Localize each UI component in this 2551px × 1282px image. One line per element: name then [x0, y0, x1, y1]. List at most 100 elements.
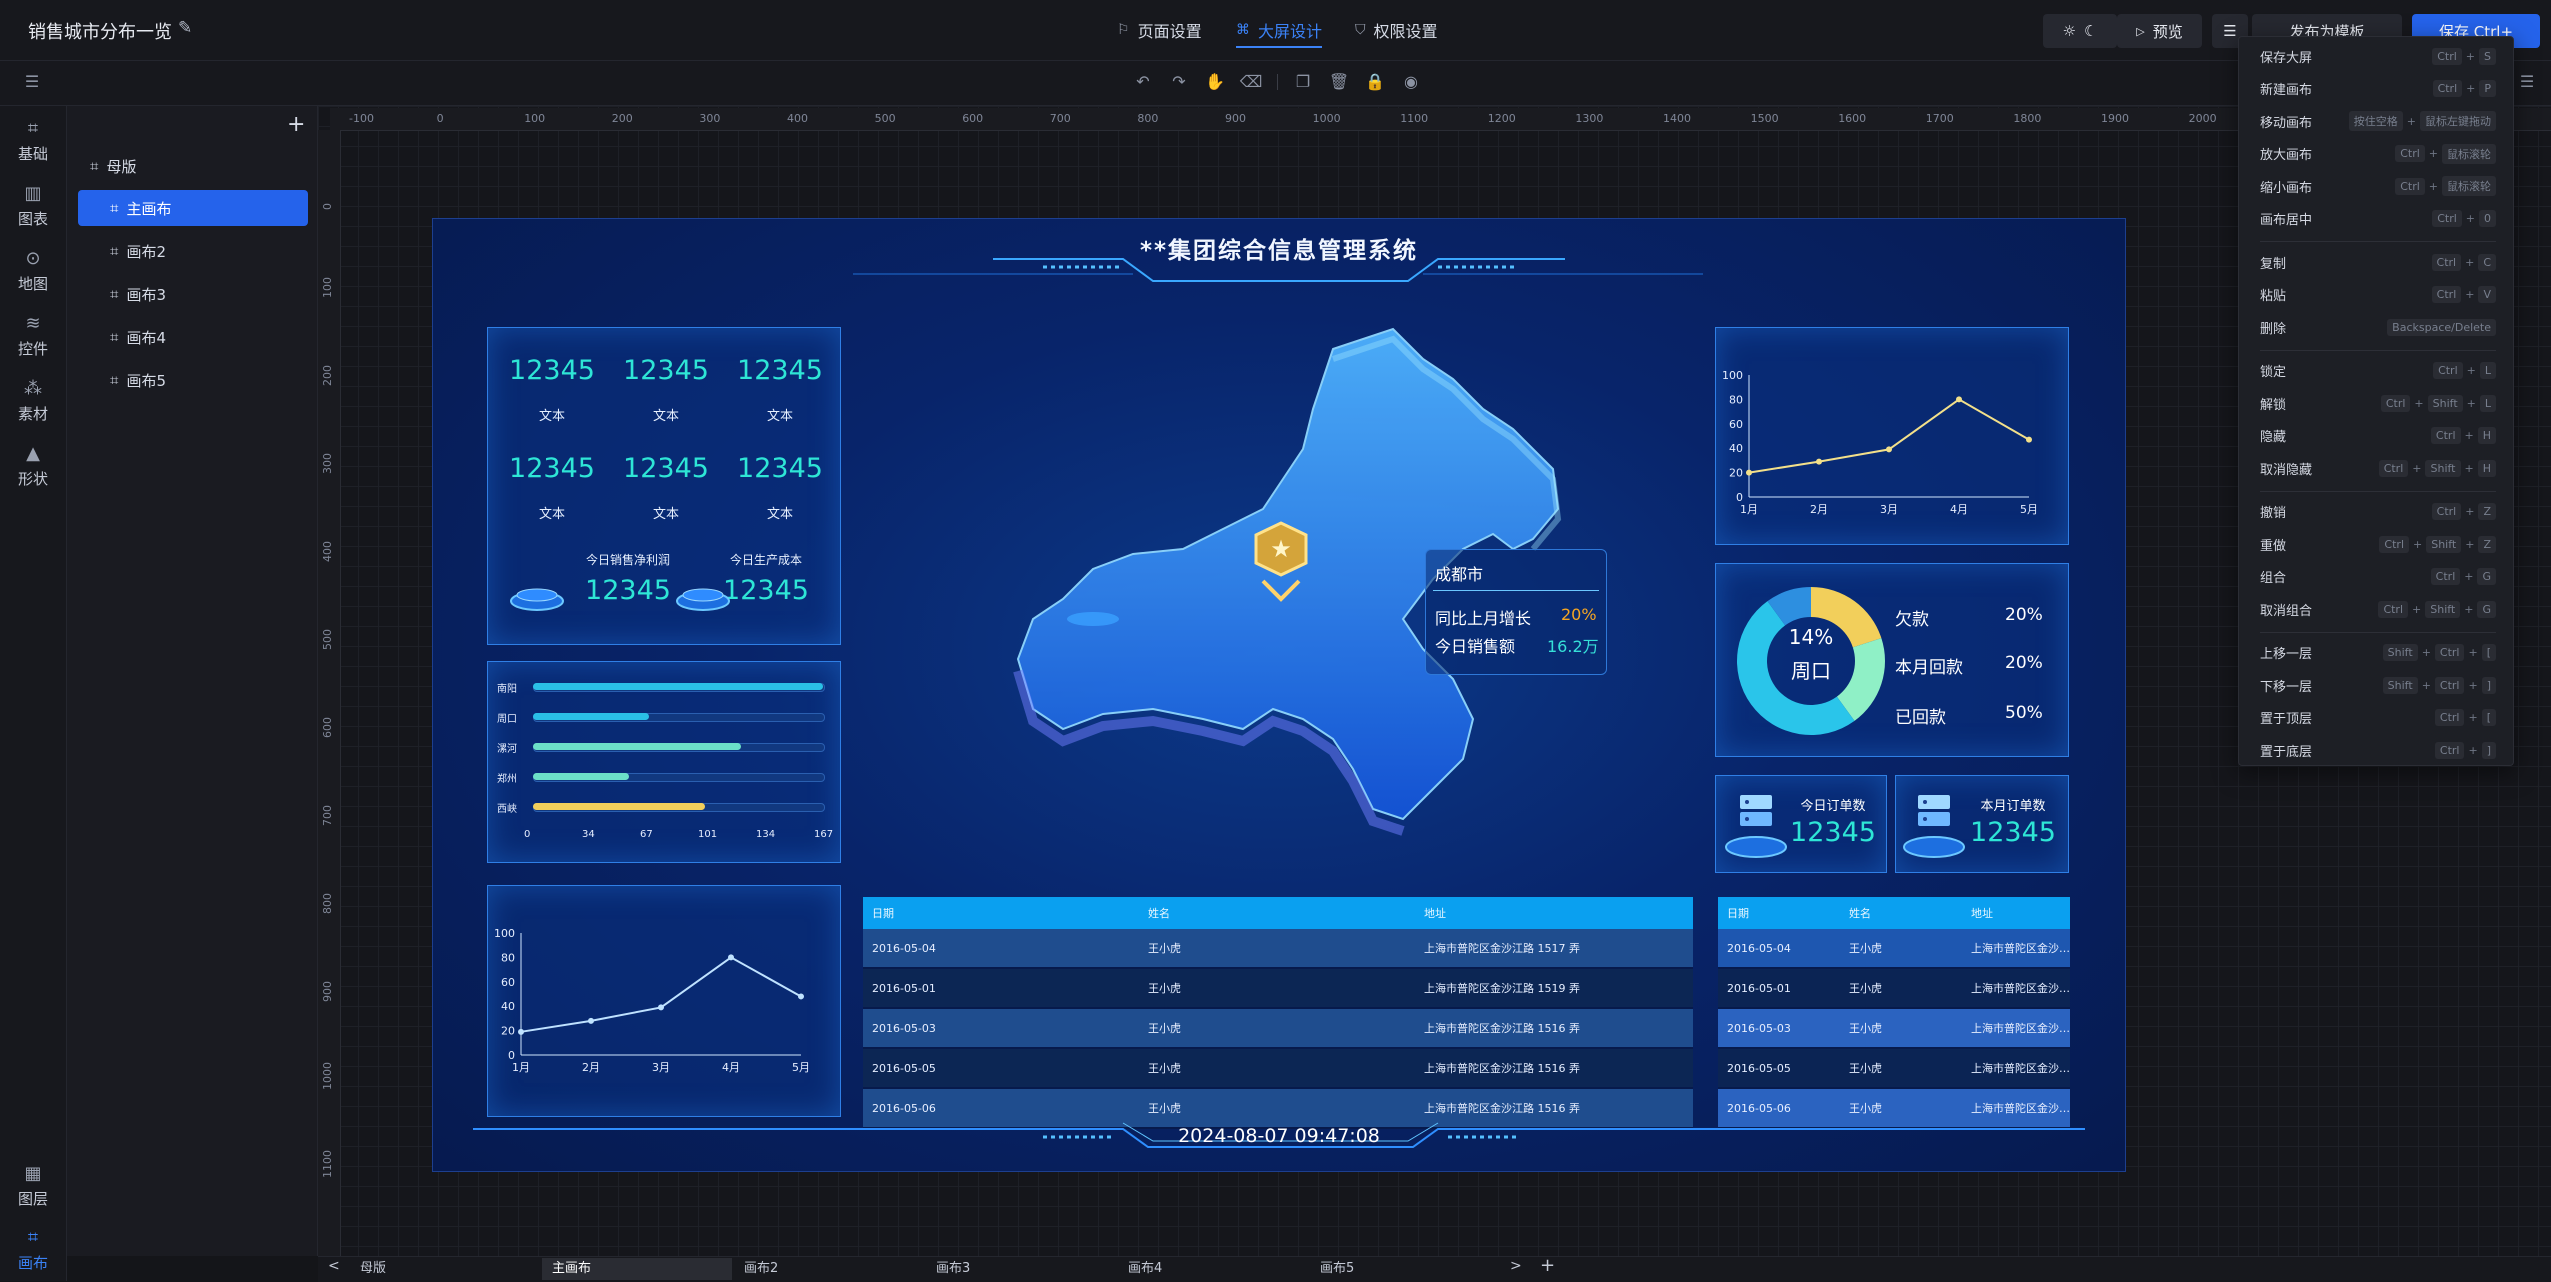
- table-row[interactable]: 2016-05-04 王小虎 上海市普陀区金沙江路 1517 弄: [863, 929, 1693, 969]
- popup-sales-label: 今日销售额: [1435, 637, 1516, 656]
- menu-separator: [2260, 631, 2496, 633]
- menu-item[interactable]: 置于顶层 Ctrl +[: [2260, 704, 2496, 732]
- cost-label: 今日生产成本: [729, 553, 802, 567]
- rail-item-shape[interactable]: ▲ 形状: [0, 443, 66, 489]
- city-progress-panel[interactable]: [487, 661, 841, 863]
- table-row[interactable]: 2016-05-06 王小虎 上海市普陀区金沙…: [1718, 1088, 2070, 1129]
- rail-item-material[interactable]: ⁂ 素材: [0, 378, 66, 424]
- edit-title-icon[interactable]: ✎: [178, 18, 193, 38]
- menu-item[interactable]: 移动画布 按住空格 + 鼠标左键拖动: [2260, 107, 2496, 135]
- menu-item[interactable]: 上移一层 Shift + Ctrl +[: [2260, 639, 2496, 667]
- eye-icon[interactable]: ◉: [1404, 72, 1418, 91]
- menu-item[interactable]: 放大画布 Ctrl + 鼠标滚轮: [2260, 140, 2496, 168]
- dashboard-canvas[interactable]: **集团综合信息管理系统 12345 12345 12345 文本 文本 文本 …: [432, 218, 2126, 1172]
- menu-item[interactable]: 粘贴 Ctrl + V: [2260, 281, 2496, 309]
- order-table-compact[interactable]: 日期 姓名 地址 2016-05-04 王小虎 上海市普陀区金沙… 2016-05-…: [1718, 897, 2070, 1129]
- page-item-main[interactable]: ⌗ 主画布: [78, 190, 308, 226]
- page-item-canvas5[interactable]: ⌗ 画布5: [78, 362, 288, 398]
- bottom-tab-main[interactable]: 主画布: [542, 1258, 732, 1280]
- menu-item[interactable]: 解锁 Ctrl + Shift + L: [2260, 389, 2496, 417]
- menu-shortcut: Ctrl + Shift + H: [2378, 459, 2496, 477]
- page-label: 母版: [106, 157, 137, 176]
- preview-label: 预览: [2152, 22, 2183, 41]
- line-chart-panel-right[interactable]: [1715, 327, 2069, 545]
- table-row[interactable]: 2016-05-06 王小虎 上海市普陀区金沙江路 1516 弄: [863, 1088, 1693, 1129]
- progress-fill: [533, 713, 650, 720]
- shortcut-plus: +: [2468, 743, 2478, 757]
- stat-label: 文本: [538, 507, 565, 522]
- tab-next-icon[interactable]: >: [1510, 1258, 1522, 1274]
- table-row[interactable]: 2016-05-05 王小虎 上海市普陀区金沙江路 1516 弄: [863, 1048, 1693, 1089]
- copy-icon[interactable]: ❐: [1295, 72, 1311, 91]
- menu-item[interactable]: 画布居中 Ctrl +0: [2260, 205, 2496, 233]
- hand-icon[interactable]: ✋: [1205, 72, 1225, 91]
- rail-item-basic[interactable]: ⌗ 基础: [0, 118, 66, 164]
- bottom-tab-canvas4[interactable]: 画布4: [1128, 1261, 1163, 1276]
- tab-screen-design[interactable]: ⌘ 大屏设计: [1236, 18, 1322, 42]
- menu-separator: [2260, 241, 2496, 242]
- menu-item[interactable]: 复制 Ctrl + C: [2260, 248, 2496, 276]
- ruler-tick: 1500: [1750, 112, 1779, 125]
- menu-item[interactable]: 保存大屏 Ctrl + S: [2260, 42, 2496, 70]
- collapse-panel-icon[interactable]: ☰: [24, 72, 40, 91]
- menu-item[interactable]: 缩小画布 Ctrl + 鼠标滚轮: [2260, 172, 2496, 200]
- menu-shortcut: Ctrl + Z: [2431, 503, 2496, 520]
- redo-icon[interactable]: ↷: [1172, 72, 1186, 91]
- canvas-icon: ⌗: [27, 1227, 39, 1248]
- table-row[interactable]: 2016-05-05 王小虎 上海市普陀区金沙…: [1718, 1048, 2070, 1089]
- ruler-tick: 1900: [2101, 112, 2129, 125]
- order-table[interactable]: 日期 姓名 地址 2016-05-04 王小虎 上海市普陀区金沙江路 1517 弄 …: [863, 897, 1693, 1129]
- table-cell: 王小虎: [1139, 929, 1415, 969]
- tab-page-settings[interactable]: ⚐ 页面设置: [1117, 18, 1202, 42]
- undo-icon[interactable]: ↶: [1136, 72, 1150, 91]
- menu-item[interactable]: 组合 Ctrl + G: [2260, 563, 2496, 591]
- delete-icon[interactable]: 🗑: [1328, 72, 1350, 91]
- bottom-tab-canvas5[interactable]: 画布5: [1320, 1261, 1355, 1276]
- table-header: 地址: [1415, 897, 1693, 929]
- menu-item[interactable]: 隐藏 Ctrl + H: [2260, 422, 2496, 450]
- menu-item[interactable]: 撤销 Ctrl + Z: [2260, 498, 2496, 526]
- bottom-tab-canvas2[interactable]: 画布2: [744, 1261, 779, 1276]
- tab-prev-icon[interactable]: <: [328, 1258, 340, 1274]
- rail-item-map[interactable]: ⊙ 地图: [0, 248, 66, 294]
- shortcut-key: Ctrl: [2430, 568, 2461, 585]
- rail-item-layers[interactable]: ▦ 图层: [0, 1163, 66, 1209]
- bottom-tab-master[interactable]: 母版: [360, 1261, 387, 1276]
- tab-permission-settings[interactable]: ⛉ 权限设置: [1355, 18, 1438, 42]
- table-row[interactable]: 2016-05-01 王小虎 上海市普陀区金沙江路 1519 弄: [863, 968, 1693, 1009]
- rail-item-canvas[interactable]: ⌗ 画布: [0, 1227, 66, 1273]
- rail-item-widget[interactable]: ≋ 控件: [0, 313, 66, 359]
- preview-button[interactable]: ▷ 预览: [2117, 14, 2202, 48]
- add-page-icon[interactable]: +: [287, 112, 306, 137]
- tool-row: [0, 61, 2551, 106]
- line-chart-panel-left[interactable]: [487, 885, 841, 1117]
- page-item-canvas2[interactable]: ⌗ 画布2: [78, 233, 288, 269]
- menu-item[interactable]: 重做 Ctrl + Shift + Z: [2260, 530, 2496, 558]
- table-row[interactable]: 2016-05-03 王小虎 上海市普陀区金沙江路 1516 弄: [863, 1008, 1693, 1049]
- page-item-canvas3[interactable]: ⌗ 画布3: [78, 276, 288, 312]
- menu-item[interactable]: 置于底层 Ctrl +]: [2260, 736, 2496, 764]
- menu-item[interactable]: 取消隐藏 Ctrl + Shift + H: [2260, 454, 2496, 482]
- menu-item[interactable]: 删除 Backspace/Delete: [2260, 313, 2496, 341]
- rail-item-chart[interactable]: ▥ 图表: [0, 183, 66, 229]
- ruler-tick: 1700: [1925, 112, 1954, 125]
- table-row[interactable]: 2016-05-01 王小虎 上海市普陀区金沙…: [1718, 968, 2070, 1009]
- theme-toggle[interactable]: ☼ ☾: [2043, 14, 2117, 48]
- table-row[interactable]: 2016-05-03 王小虎 上海市普陀区金沙…: [1718, 1008, 2070, 1049]
- menu-item[interactable]: 新建画布 Ctrl + P: [2260, 75, 2496, 103]
- menu-item[interactable]: 锁定 Ctrl + L: [2260, 357, 2496, 385]
- table-row[interactable]: 2016-05-04 王小虎 上海市普陀区金沙…: [1718, 929, 2070, 969]
- menu-item[interactable]: 下移一层 Shift + Ctrl +]: [2260, 671, 2496, 699]
- stats-panel[interactable]: [487, 327, 841, 645]
- page-item-canvas4[interactable]: ⌗ 画布4: [78, 319, 288, 355]
- x-tick-label: 2月: [1810, 503, 1828, 516]
- add-tab-icon[interactable]: +: [1540, 1255, 1556, 1276]
- clear-icon[interactable]: ⌫: [1239, 72, 1263, 91]
- region-map[interactable]: ★: [953, 319, 1593, 879]
- bottom-tab-canvas3[interactable]: 画布3: [936, 1261, 971, 1276]
- table-cell: 上海市普陀区金沙江路 1519 弄: [1415, 968, 1693, 1009]
- menu-item[interactable]: 取消组合 Ctrl + Shift + G: [2260, 595, 2496, 623]
- expand-panel-icon[interactable]: ☰: [2519, 72, 2535, 91]
- page-item-master[interactable]: ⌗ 母版: [78, 148, 308, 184]
- lock-icon[interactable]: 🔒: [1365, 72, 1385, 91]
